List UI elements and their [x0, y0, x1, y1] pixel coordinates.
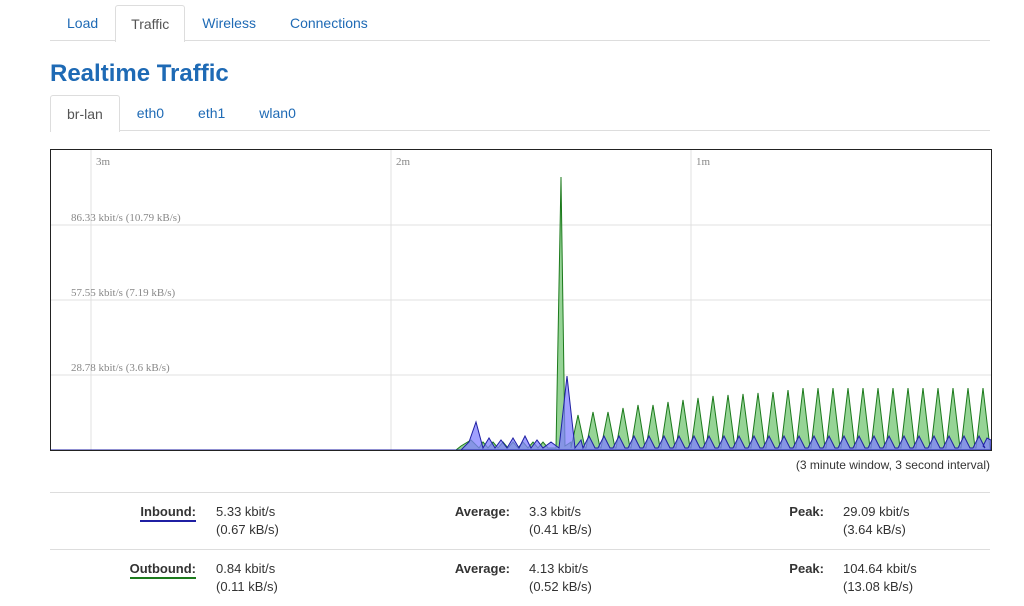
- tab-connections[interactable]: Connections: [289, 15, 368, 31]
- inbound-current-kb: (0.67 kB/s): [216, 522, 279, 537]
- outbound-peak: 104.64 kbit/s (13.08 kB/s): [843, 560, 917, 596]
- y-label-mid: 57.55 kbit/s (7.19 kB/s): [71, 287, 176, 299]
- inbound-average-kbit: 3.3 kbit/s: [529, 504, 582, 519]
- outbound-current-kb: (0.11 kB/s): [216, 579, 278, 594]
- outbound-current: 0.84 kbit/s (0.11 kB/s): [216, 560, 278, 596]
- tab-wireless[interactable]: Wireless: [202, 15, 256, 31]
- inbound-area: [51, 375, 991, 450]
- tab-br-lan[interactable]: br-lan: [50, 95, 120, 132]
- tab-traffic[interactable]: Traffic: [115, 5, 186, 42]
- graph-grid: [51, 150, 991, 450]
- traffic-stats: Inbound: 5.33 kbit/s (0.67 kB/s) Average…: [50, 492, 990, 606]
- main-tabs: Load Traffic Wireless Connections: [50, 4, 990, 42]
- inbound-current: 5.33 kbit/s (0.67 kB/s): [216, 503, 279, 539]
- tab-load[interactable]: Load: [67, 15, 99, 31]
- outbound-label: Outbound:: [129, 560, 196, 579]
- inbound-label-text: Inbound:: [140, 504, 196, 522]
- outbound-peak-kb: (13.08 kB/s): [843, 579, 914, 594]
- inbound-peak: 29.09 kbit/s (3.64 kB/s): [843, 503, 910, 539]
- traffic-graph-svg: 3m 2m 1m 86.33 kbit/s (10.79 kB/s) 57.55…: [51, 150, 991, 450]
- inbound-average-kb: (0.41 kB/s): [529, 522, 592, 537]
- outbound-row: Outbound: 0.84 kbit/s (0.11 kB/s) Averag…: [50, 550, 990, 606]
- y-label-high: 86.33 kbit/s (10.79 kB/s): [71, 212, 181, 224]
- interface-tabs: br-lan eth0 eth1 wlan0: [50, 94, 990, 132]
- tab-wlan0[interactable]: wlan0: [259, 105, 296, 121]
- inbound-average: 3.3 kbit/s (0.41 kB/s): [529, 503, 592, 539]
- tab-eth0[interactable]: eth0: [136, 105, 165, 121]
- inbound-peak-kbit: 29.09 kbit/s: [843, 504, 910, 519]
- time-label-2m: 2m: [396, 156, 411, 168]
- outbound-average-kbit: 4.13 kbit/s: [529, 561, 589, 576]
- time-label-3m: 3m: [96, 156, 111, 168]
- outbound-area: [51, 176, 991, 450]
- outbound-peak-kbit: 104.64 kbit/s: [843, 561, 917, 576]
- inbound-average-label: Average:: [454, 504, 510, 519]
- time-label-1m: 1m: [696, 156, 711, 168]
- outbound-label-text: Outbound:: [129, 561, 196, 579]
- outbound-average: 4.13 kbit/s (0.52 kB/s): [529, 560, 592, 596]
- outbound-average-label: Average:: [454, 561, 510, 576]
- inbound-row: Inbound: 5.33 kbit/s (0.67 kB/s) Average…: [50, 493, 990, 550]
- traffic-graph: 3m 2m 1m 86.33 kbit/s (10.79 kB/s) 57.55…: [50, 149, 992, 451]
- y-label-low: 28.78 kbit/s (3.6 kB/s): [71, 362, 170, 374]
- outbound-current-kbit: 0.84 kbit/s: [216, 561, 276, 576]
- inbound-peak-kb: (3.64 kB/s): [843, 522, 906, 537]
- outbound-average-kb: (0.52 kB/s): [529, 579, 592, 594]
- page-title: Realtime Traffic: [50, 60, 229, 87]
- outbound-peak-label: Peak:: [789, 561, 824, 576]
- tab-eth1[interactable]: eth1: [198, 105, 226, 121]
- inbound-peak-label: Peak:: [789, 504, 824, 519]
- inbound-current-kbit: 5.33 kbit/s: [216, 504, 276, 519]
- inbound-label: Inbound:: [140, 503, 196, 522]
- graph-window-note: (3 minute window, 3 second interval): [795, 458, 990, 472]
